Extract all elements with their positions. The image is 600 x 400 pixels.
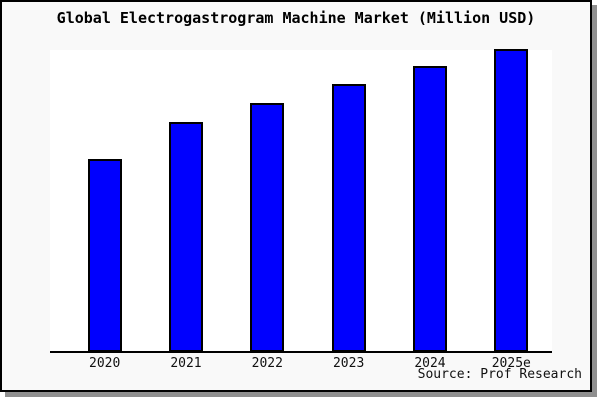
x-tick-label-2022: 2022 bbox=[251, 356, 283, 371]
x-tick-label-2024: 2024 bbox=[414, 356, 446, 371]
bar-2022 bbox=[250, 103, 285, 351]
bar-2025e bbox=[494, 48, 529, 351]
x-axis-tick-labels: 2020 2021 2022 2023 2024 2025e bbox=[50, 356, 552, 371]
bar-2020 bbox=[87, 159, 122, 351]
chart-title: Global Electrogastrogram Machine Market … bbox=[56, 9, 536, 27]
source-credit: Source: Prof Research bbox=[417, 367, 582, 382]
bar-2021 bbox=[168, 122, 203, 351]
x-tick-label-2023: 2023 bbox=[332, 356, 365, 371]
bars-container bbox=[50, 48, 552, 351]
bar-2024 bbox=[412, 66, 447, 351]
bar-2023 bbox=[331, 84, 366, 351]
plot-area bbox=[50, 48, 552, 353]
x-tick-label-2020: 2020 bbox=[89, 356, 121, 371]
x-tick-label-2021: 2021 bbox=[170, 356, 202, 371]
x-tick-label-2025e: 2025e bbox=[491, 356, 531, 371]
